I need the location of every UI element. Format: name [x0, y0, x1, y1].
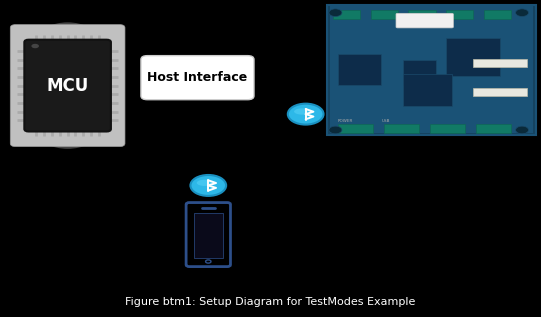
FancyBboxPatch shape — [403, 74, 452, 106]
Circle shape — [288, 104, 324, 125]
FancyBboxPatch shape — [446, 38, 500, 76]
Circle shape — [190, 175, 226, 196]
Ellipse shape — [11, 22, 124, 149]
FancyBboxPatch shape — [446, 10, 473, 19]
FancyBboxPatch shape — [408, 10, 436, 19]
Circle shape — [516, 9, 529, 16]
FancyBboxPatch shape — [333, 10, 360, 19]
Text: POWER: POWER — [338, 119, 353, 123]
FancyBboxPatch shape — [430, 124, 465, 133]
Text: USB: USB — [381, 119, 390, 123]
Circle shape — [329, 126, 342, 134]
Ellipse shape — [294, 108, 310, 115]
FancyBboxPatch shape — [473, 59, 527, 67]
FancyBboxPatch shape — [403, 60, 436, 85]
FancyBboxPatch shape — [338, 124, 373, 133]
FancyBboxPatch shape — [330, 6, 533, 133]
Circle shape — [329, 9, 342, 16]
Text: Figure btm1: Setup Diagram for TestModes Example: Figure btm1: Setup Diagram for TestModes… — [126, 297, 415, 307]
FancyBboxPatch shape — [473, 88, 527, 96]
FancyBboxPatch shape — [371, 10, 398, 19]
FancyBboxPatch shape — [24, 40, 111, 132]
Circle shape — [31, 44, 39, 48]
FancyBboxPatch shape — [484, 10, 511, 19]
FancyBboxPatch shape — [396, 13, 453, 28]
Circle shape — [516, 126, 529, 134]
FancyBboxPatch shape — [384, 124, 419, 133]
FancyBboxPatch shape — [327, 5, 536, 135]
FancyBboxPatch shape — [10, 25, 125, 146]
Text: Host Interface: Host Interface — [147, 71, 248, 84]
FancyBboxPatch shape — [476, 124, 511, 133]
Ellipse shape — [197, 180, 213, 186]
FancyBboxPatch shape — [194, 213, 223, 258]
FancyBboxPatch shape — [338, 54, 381, 85]
Text: MCU: MCU — [47, 77, 89, 94]
FancyBboxPatch shape — [141, 55, 254, 100]
